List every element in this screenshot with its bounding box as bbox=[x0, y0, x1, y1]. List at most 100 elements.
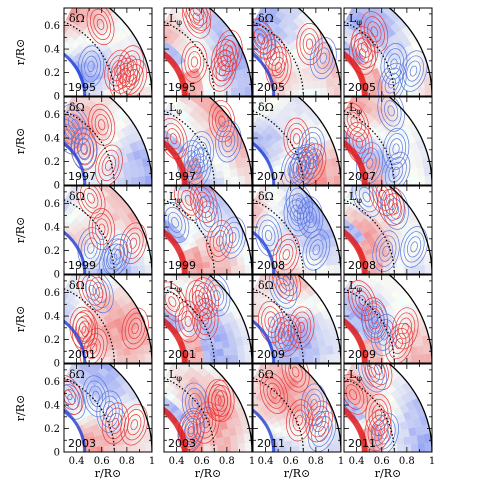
surface-arc bbox=[108, 275, 152, 363]
panel-frame bbox=[163, 363, 253, 453]
panel-year-label: 2005 bbox=[348, 81, 376, 94]
panel-frame bbox=[343, 363, 433, 453]
y-tick-label: 0.6 bbox=[44, 199, 60, 210]
surface-arc bbox=[208, 275, 252, 363]
panel-year-label: 2007 bbox=[348, 170, 376, 183]
surface-arc bbox=[297, 8, 341, 96]
y-axis-label: r/R⊙ bbox=[14, 217, 27, 243]
y-axis-label: r/R⊙ bbox=[14, 39, 27, 65]
y-tick-label: 0.2 bbox=[44, 335, 60, 346]
panel-quantity-label: δΩ bbox=[69, 368, 85, 381]
panel-0: δΩ 1995 0 0.2 0.4 0.6 r/R⊙ bbox=[14, 7, 153, 103]
x-tick-label: 0.6 bbox=[94, 456, 110, 467]
surface-arc bbox=[297, 97, 341, 185]
surface-arc bbox=[108, 186, 152, 274]
x-axis-label: r/R⊙ bbox=[284, 467, 310, 480]
panel-year-label: 2009 bbox=[257, 348, 285, 361]
panel-14: δΩ 2009 bbox=[252, 274, 342, 364]
y-tick-label: 0 bbox=[54, 359, 60, 370]
y-tick-label: 0.2 bbox=[44, 424, 60, 435]
panel-frame bbox=[343, 96, 433, 186]
panel-quantity-label: δΩ bbox=[258, 279, 274, 292]
panel-frame bbox=[252, 274, 342, 364]
y-tick-label: 0.2 bbox=[44, 68, 60, 79]
x-axis-label: r/R⊙ bbox=[95, 467, 121, 480]
y-tick-label: 0.6 bbox=[44, 288, 60, 299]
panel-year-label: 2011 bbox=[257, 437, 285, 450]
panel-year-label: 1997 bbox=[68, 170, 96, 183]
panel-year-label: 1995 bbox=[68, 81, 96, 94]
panel-frame bbox=[252, 185, 342, 275]
x-axis-label: r/R⊙ bbox=[195, 467, 221, 480]
panel-year-label: 2005 bbox=[257, 81, 285, 94]
panel-6: δΩ 2007 bbox=[252, 96, 342, 186]
surface-arc bbox=[297, 364, 341, 452]
panel-frame bbox=[63, 363, 153, 453]
panel-frame bbox=[252, 96, 342, 186]
y-tick-label: 0 bbox=[54, 92, 60, 103]
y-axis-label: r/R⊙ bbox=[14, 306, 27, 332]
y-tick-label: 0 bbox=[54, 448, 60, 459]
x-tick-label: 0.8 bbox=[308, 456, 324, 467]
y-axis-label: r/R⊙ bbox=[14, 395, 27, 421]
y-tick-label: 0.4 bbox=[44, 134, 60, 145]
x-tick-label: 0.8 bbox=[399, 456, 415, 467]
x-tick-label: 1 bbox=[249, 456, 255, 467]
surface-arc bbox=[208, 186, 252, 274]
x-axis-label: r/R⊙ bbox=[375, 467, 401, 480]
panel-quantity-label: δΩ bbox=[258, 101, 274, 114]
panel-quantity-label: δΩ bbox=[258, 368, 274, 381]
surface-arc bbox=[388, 186, 432, 274]
surface-arc bbox=[388, 8, 432, 96]
x-tick-label: 0.4 bbox=[349, 456, 365, 467]
y-axis-label: r/R⊙ bbox=[14, 128, 27, 154]
surface-arc bbox=[108, 8, 152, 96]
surface-arc bbox=[108, 97, 152, 185]
x-tick-label: 0.6 bbox=[374, 456, 390, 467]
x-tick-label: 1 bbox=[149, 456, 155, 467]
panel-2: δΩ 2005 bbox=[252, 7, 342, 97]
panel-quantity-label: δΩ bbox=[69, 279, 85, 292]
panel-quantity-label: δΩ bbox=[258, 12, 274, 25]
panel-quantity-label: δΩ bbox=[69, 101, 85, 114]
panel-year-label: 2011 bbox=[348, 437, 376, 450]
y-tick-label: 0.6 bbox=[44, 21, 60, 32]
surface-arc bbox=[208, 8, 252, 96]
x-tick-label: 1 bbox=[429, 456, 435, 467]
panel-year-label: 1997 bbox=[168, 170, 196, 183]
surface-arc bbox=[297, 275, 341, 363]
panel-frame bbox=[63, 7, 153, 97]
panel-frame bbox=[63, 185, 153, 275]
x-tick-label: 0.6 bbox=[283, 456, 299, 467]
x-tick-label: 0.4 bbox=[258, 456, 274, 467]
panel-12: δΩ 2001 0 0.2 0.4 0.6 r/R⊙ bbox=[14, 274, 153, 370]
y-tick-label: 0.6 bbox=[44, 110, 60, 121]
panel-18: δΩ 2011 0.4 0.6 0.8 1 r/R⊙ bbox=[252, 363, 344, 480]
panel-year-label: 1999 bbox=[168, 259, 196, 272]
y-tick-label: 0.4 bbox=[44, 223, 60, 234]
panel-frame bbox=[343, 185, 433, 275]
x-tick-label: 0.4 bbox=[69, 456, 85, 467]
panel-year-label: 1995 bbox=[168, 81, 196, 94]
surface-arc bbox=[297, 186, 341, 274]
panel-frame bbox=[163, 96, 253, 186]
panel-year-label: 1999 bbox=[68, 259, 96, 272]
panel-quantity-label: δΩ bbox=[258, 190, 274, 203]
panel-year-label: 2008 bbox=[257, 259, 285, 272]
surface-arc bbox=[108, 364, 152, 452]
y-tick-label: 0 bbox=[54, 270, 60, 281]
panel-frame bbox=[163, 185, 253, 275]
surface-arc bbox=[388, 275, 432, 363]
panel-frame bbox=[63, 274, 153, 364]
panel-frame bbox=[252, 363, 342, 453]
y-tick-label: 0.4 bbox=[44, 312, 60, 323]
x-tick-label: 1 bbox=[338, 456, 344, 467]
